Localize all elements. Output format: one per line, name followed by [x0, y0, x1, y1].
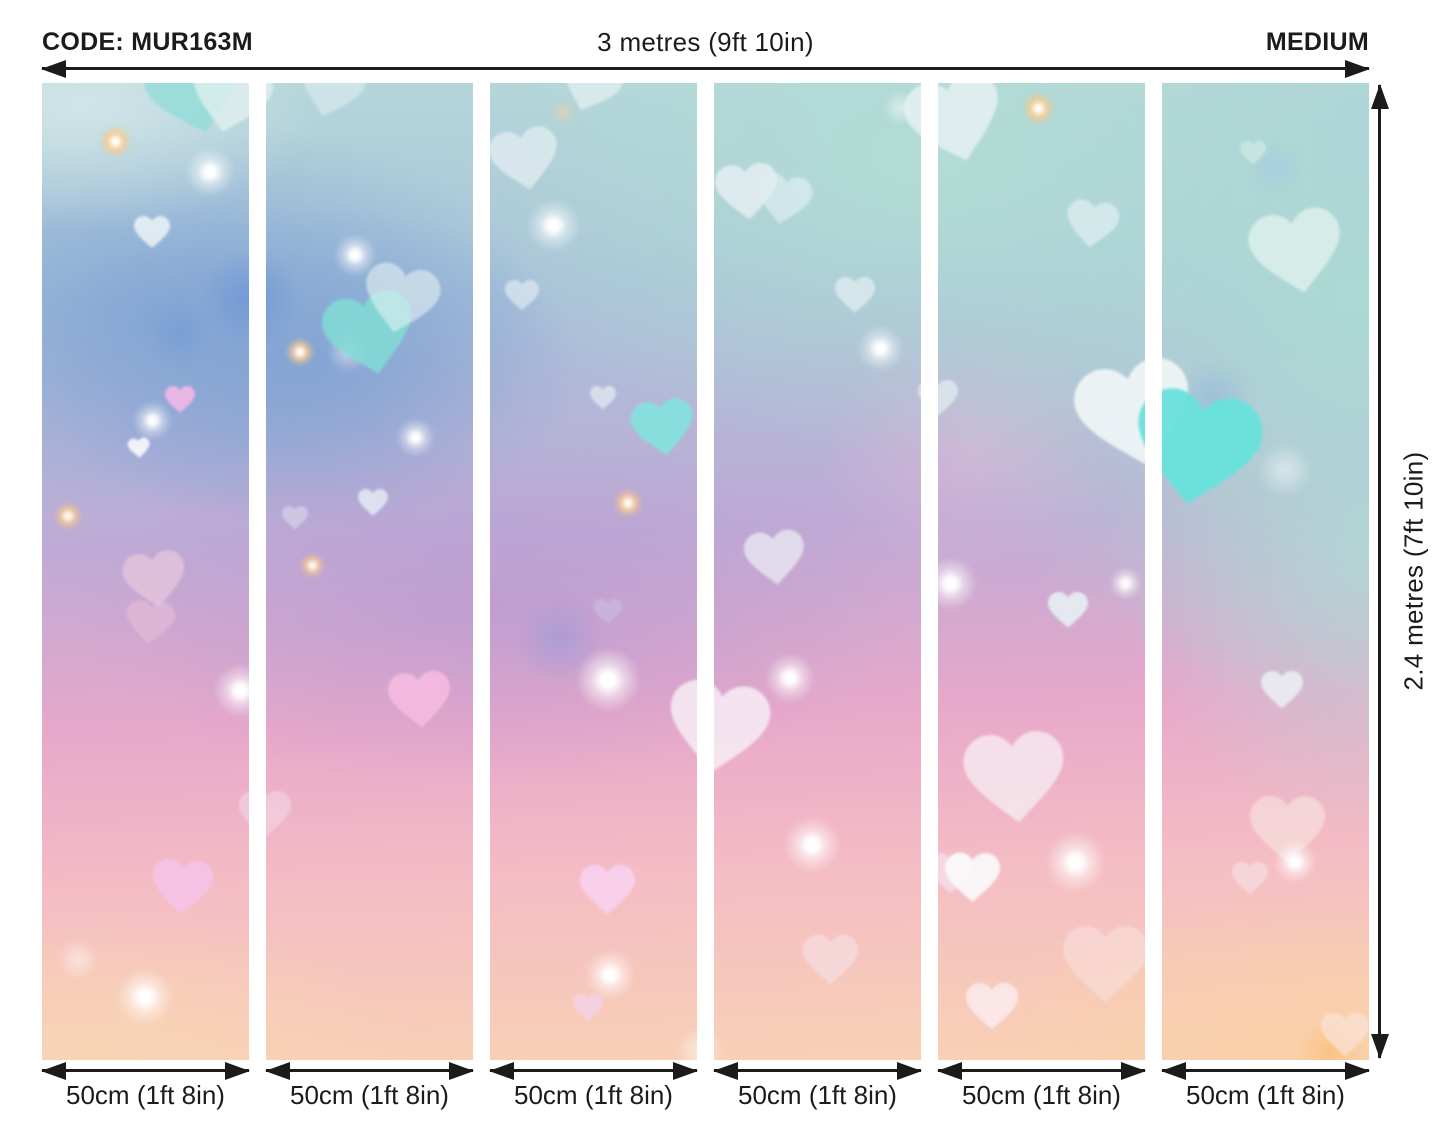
bokeh-light — [1015, 85, 1061, 131]
bokeh-light — [515, 187, 591, 263]
heart-shape — [124, 599, 176, 647]
panel-gap — [697, 83, 714, 1060]
bokeh-light — [1265, 832, 1325, 892]
panel-width-label: 50cm (1ft 8in) — [738, 1080, 897, 1110]
glow-spot — [1235, 128, 1315, 208]
panel-width-arrow — [266, 1069, 473, 1072]
heart-shape — [579, 865, 635, 915]
heart-shape — [358, 489, 388, 517]
bokeh-light — [847, 315, 913, 381]
heart-shape — [802, 935, 858, 985]
heart-shape — [1244, 204, 1349, 302]
panel-width-label: 50cm (1ft 8in) — [1186, 1080, 1345, 1110]
heart-shape — [961, 729, 1069, 828]
panel-gap — [473, 83, 490, 1060]
bokeh-light — [202, 652, 278, 728]
heart-shape — [662, 676, 774, 780]
glow-spot — [48, 930, 108, 990]
glow-spot — [545, 94, 581, 130]
total-width-label: 3 metres (9ft 10in) — [597, 27, 814, 57]
heart-shape — [387, 669, 454, 730]
heart-shape — [752, 171, 815, 230]
heart-shape — [165, 386, 195, 414]
bokeh-light — [608, 483, 648, 523]
mural-image — [42, 83, 1369, 1060]
bokeh-light — [563, 635, 653, 725]
bokeh-light — [1032, 819, 1118, 905]
heart-shape — [120, 548, 189, 612]
heart-shape — [590, 386, 616, 410]
heart-shape — [1125, 383, 1268, 516]
panel-gap — [1145, 83, 1162, 1060]
heart-shape — [1261, 670, 1303, 709]
panel-width-arrow — [1162, 1069, 1369, 1072]
heart-shape — [553, 83, 628, 121]
heart-shape — [1062, 926, 1148, 1003]
heart-shape — [1249, 796, 1325, 864]
heart-shape — [150, 857, 215, 916]
size-name-label: MEDIUM — [1265, 28, 1369, 56]
panel-width-arrow — [938, 1069, 1145, 1072]
heart-shape — [714, 161, 781, 222]
heart-shape — [1240, 141, 1266, 165]
bokeh-light — [325, 225, 385, 285]
panel-width-label: 50cm (1ft 8in) — [514, 1080, 673, 1110]
panel-width-label: 50cm (1ft 8in) — [290, 1080, 449, 1110]
heart-shape — [291, 83, 369, 125]
heart-shape — [628, 396, 697, 460]
panel-gap — [249, 83, 266, 1060]
heart-shape — [1232, 861, 1268, 895]
heart-shape — [282, 506, 308, 530]
panel-width-arrow — [714, 1069, 921, 1072]
bokeh-light — [175, 137, 245, 207]
panel-width-arrow — [42, 1069, 249, 1072]
product-code-label: CODE: MUR163M — [42, 28, 253, 56]
heart-shape — [944, 853, 1000, 903]
heart-shape — [1063, 198, 1121, 252]
heart-shape — [134, 215, 170, 249]
heart-shape — [1048, 591, 1088, 628]
panel-width-arrow — [490, 1069, 697, 1072]
bokeh-light — [772, 805, 852, 885]
bokeh-light — [755, 643, 825, 713]
bokeh-light — [92, 118, 138, 164]
heart-shape — [898, 83, 1012, 174]
bokeh-light — [575, 940, 645, 1010]
heart-shape — [594, 599, 622, 625]
bokeh-light — [49, 497, 87, 535]
heart-shape — [835, 276, 875, 313]
bokeh-light — [105, 957, 185, 1037]
bokeh-light — [124, 392, 180, 448]
panel-width-label: 50cm (1ft 8in) — [66, 1080, 225, 1110]
heart-shape — [486, 124, 564, 196]
heart-shape — [505, 279, 539, 311]
width-dimension-arrow — [42, 67, 1369, 70]
height-dimension-arrow — [1378, 85, 1381, 1058]
heart-shape — [966, 983, 1018, 1030]
panel-gap — [921, 83, 938, 1060]
heart-shape — [742, 528, 807, 588]
bokeh-light — [1102, 560, 1148, 606]
bokeh-light — [294, 547, 330, 583]
glow-spot — [135, 290, 225, 380]
bokeh-light — [280, 332, 320, 372]
heart-shape — [356, 259, 443, 341]
panel-width-label: 50cm (1ft 8in) — [962, 1080, 1121, 1110]
heart-shape — [1321, 1013, 1369, 1057]
bokeh-light — [387, 409, 443, 465]
total-height-label: 2.4 metres (7ft 10in) — [1398, 451, 1429, 691]
